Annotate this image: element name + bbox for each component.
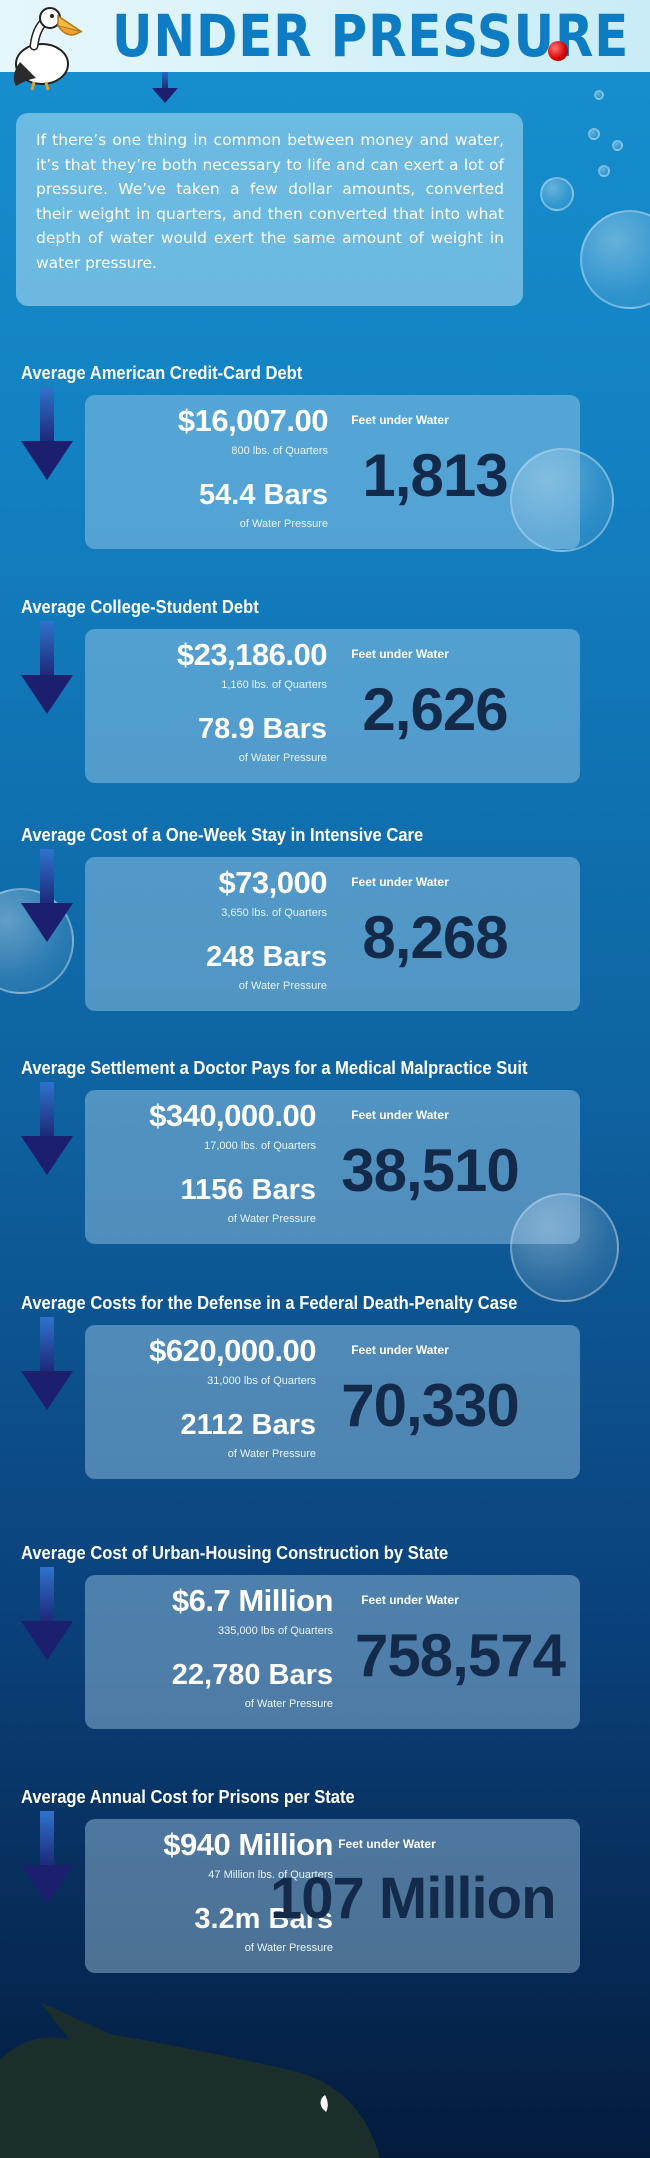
bubble <box>598 165 610 177</box>
intro-text: If there’s one thing in common between m… <box>36 131 504 272</box>
section-title: Average College-Student Debt <box>21 597 259 617</box>
section-title: Average Cost of Urban-Housing Constructi… <box>21 1543 449 1563</box>
water-pressure-label: of Water Pressure <box>238 980 327 992</box>
comparison-card: $73,000 3,650 lbs. of Quarters 248 Bars … <box>85 857 580 1011</box>
red-dot-icon <box>548 41 568 61</box>
dollar-amount: $620,000.00 <box>149 1333 316 1368</box>
section-title: Average American Credit-Card Debt <box>21 363 303 383</box>
water-pressure-label: of Water Pressure <box>244 1698 333 1710</box>
comparison-section: Average Settlement a Doctor Pays for a M… <box>0 1058 650 1258</box>
dollar-amount: $16,007.00 <box>177 403 329 438</box>
water-pressure-bars: 54.4 Bars <box>199 479 328 511</box>
comparison-section: Average Costs for the Defense in a Feder… <box>0 1293 650 1493</box>
pelican-icon <box>13 7 83 91</box>
comparison-card: $620,000.00 31,000 lbs of Quarters 2112 … <box>85 1325 580 1479</box>
quarters-weight: 800 lbs. of Quarters <box>231 445 328 457</box>
comparison-section: Average Cost of a One-Week Stay in Inten… <box>0 825 650 1025</box>
feet-under-water-value: 38,510 <box>341 1137 520 1204</box>
comparison-card: $940 Million 47 Million lbs. of Quarters… <box>85 1819 580 1973</box>
intro-panel: If there’s one thing in common between m… <box>16 113 523 306</box>
comparison-card: $340,000.00 17,000 lbs. of Quarters 1156… <box>85 1090 580 1244</box>
quarters-weight: 3,650 lbs. of Quarters <box>221 907 327 919</box>
water-pressure-label: of Water Pressure <box>244 1942 333 1954</box>
quarters-weight: 31,000 lbs of Quarters <box>207 1375 316 1387</box>
down-arrow-icon <box>21 387 73 480</box>
bubble <box>612 140 623 151</box>
dollar-amount: $23,186.00 <box>176 637 328 672</box>
water-pressure-label: of Water Pressure <box>227 1213 316 1225</box>
dollar-amount: $6.7 Million <box>171 1583 334 1618</box>
feet-under-water-label: Feet under Water <box>351 1343 449 1357</box>
down-arrow-icon <box>152 72 178 103</box>
bubble <box>510 448 614 552</box>
section-title: Average Settlement a Doctor Pays for a M… <box>21 1058 528 1078</box>
comparison-section: Average College-Student Debt $23,186.00 … <box>0 597 650 797</box>
feet-under-water-label: Feet under Water <box>351 413 449 427</box>
header-bar <box>0 0 650 72</box>
dollar-amount: $73,000 <box>218 865 327 900</box>
comparison-card: $23,186.00 1,160 lbs. of Quarters 78.9 B… <box>85 629 580 783</box>
water-pressure-label: of Water Pressure <box>239 518 328 530</box>
water-pressure-bars: 78.9 Bars <box>198 713 327 745</box>
comparison-card: $6.7 Million 335,000 lbs of Quarters 22,… <box>85 1575 580 1729</box>
bubble <box>580 210 650 309</box>
comparison-section: Average Annual Cost for Prisons per Stat… <box>0 1787 650 1987</box>
feet-under-water-label: Feet under Water <box>351 1108 449 1122</box>
dollar-amount: $340,000.00 <box>149 1098 316 1133</box>
down-arrow-icon <box>21 1811 73 1904</box>
comparison-card: $16,007.00 800 lbs. of Quarters 54.4 Bar… <box>85 395 580 549</box>
quarters-weight: 335,000 lbs of Quarters <box>218 1625 333 1637</box>
feet-under-water-label: Feet under Water <box>338 1837 436 1851</box>
quarters-weight: 1,160 lbs. of Quarters <box>221 679 327 691</box>
bubble <box>594 90 604 100</box>
comparison-section: Average American Credit-Card Debt $16,00… <box>0 363 650 563</box>
water-pressure-bars: 1156 Bars <box>180 1174 316 1206</box>
water-pressure-label: of Water Pressure <box>227 1448 316 1460</box>
dollar-amount: $940 Million <box>163 1827 333 1862</box>
down-arrow-icon <box>21 1317 73 1410</box>
down-arrow-icon <box>21 1082 73 1175</box>
quarters-weight: 17,000 lbs. of Quarters <box>204 1140 316 1152</box>
bubble <box>510 1193 619 1302</box>
comparison-section: Average Cost of Urban-Housing Constructi… <box>0 1543 650 1743</box>
down-arrow-icon <box>21 849 73 942</box>
feet-under-water-value: 2,626 <box>362 676 508 743</box>
down-arrow-icon <box>21 1567 73 1660</box>
feet-under-water-value: 70,330 <box>341 1372 520 1439</box>
page-title: UNDER PRESSURE <box>112 2 630 70</box>
section-title: Average Cost of a One-Week Stay in Inten… <box>21 825 424 845</box>
water-pressure-bars: 22,780 Bars <box>171 1659 333 1691</box>
water-pressure-bars: 248 Bars <box>206 941 327 973</box>
water-pressure-label: of Water Pressure <box>238 752 327 764</box>
shark-silhouette-icon <box>0 2002 380 2158</box>
feet-under-water-label: Feet under Water <box>351 875 449 889</box>
water-pressure-bars: 3.2m Bars <box>194 1903 333 1935</box>
feet-under-water-label: Feet under Water <box>361 1593 459 1607</box>
feet-under-water-label: Feet under Water <box>351 647 449 661</box>
feet-under-water-value: 107 Million <box>270 1866 557 1931</box>
quarters-weight: 47 Million lbs. of Quarters <box>208 1869 333 1881</box>
section-title: Average Annual Cost for Prisons per Stat… <box>21 1787 355 1807</box>
feet-under-water-value: 758,574 <box>355 1622 566 1689</box>
bubble <box>540 177 574 211</box>
down-arrow-icon <box>21 621 73 714</box>
water-pressure-bars: 2112 Bars <box>180 1409 316 1441</box>
feet-under-water-value: 1,813 <box>362 442 508 509</box>
bubble <box>588 128 600 140</box>
section-title: Average Costs for the Defense in a Feder… <box>21 1293 518 1313</box>
feet-under-water-value: 8,268 <box>362 904 508 971</box>
